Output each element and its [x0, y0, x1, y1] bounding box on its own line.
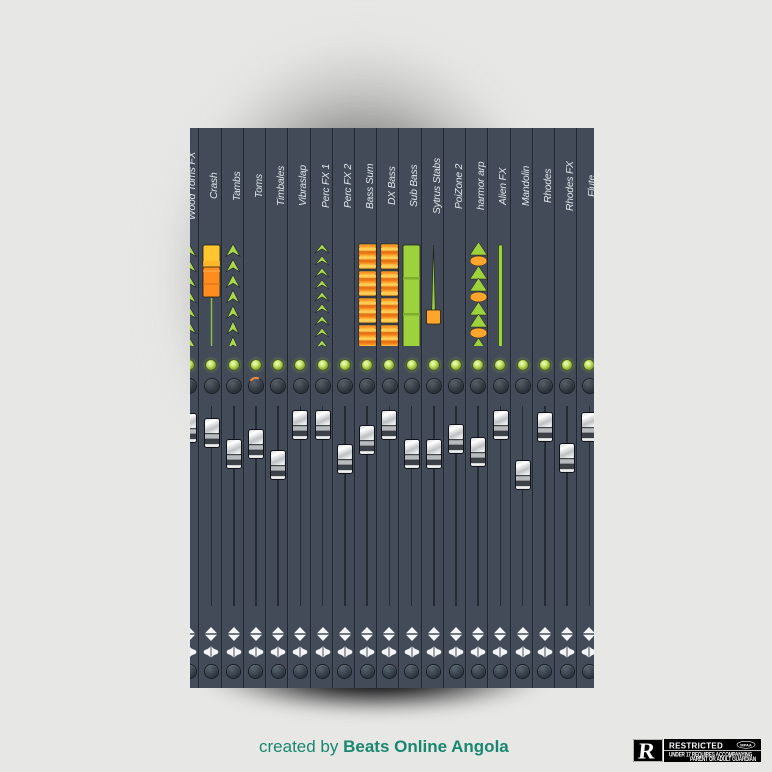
- svg-text:RESTRICTED: RESTRICTED: [669, 741, 723, 750]
- svg-text:MPAA: MPAA: [740, 742, 752, 747]
- svg-text:R: R: [637, 739, 657, 762]
- svg-text:PARENT OR ADULT GUARDIAN: PARENT OR ADULT GUARDIAN: [690, 757, 756, 762]
